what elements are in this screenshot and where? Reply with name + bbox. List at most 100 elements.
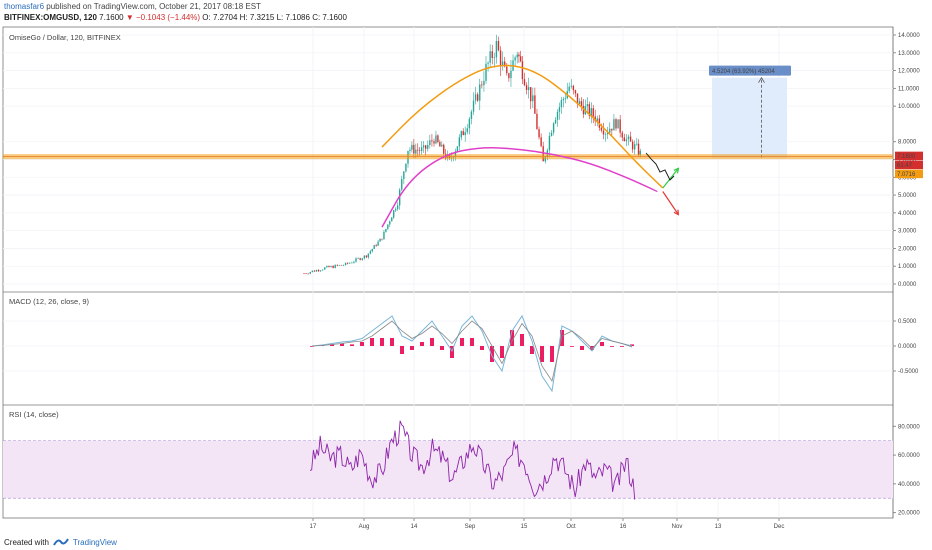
candle-body bbox=[383, 231, 385, 240]
candle-body bbox=[387, 224, 389, 229]
candle-body bbox=[311, 270, 314, 273]
price-tick-label: 3.0000 bbox=[898, 229, 917, 235]
candle-body bbox=[527, 87, 530, 90]
candle-body bbox=[391, 217, 393, 222]
bullish-arrow-line bbox=[662, 168, 679, 189]
price-tick-label: 8.0000 bbox=[898, 140, 917, 146]
candle-body bbox=[592, 108, 594, 117]
macd-pane-title: MACD (12, 26, close, 9) bbox=[8, 297, 91, 306]
candle-body bbox=[464, 132, 466, 136]
candle-body bbox=[361, 258, 363, 260]
candle-body bbox=[481, 84, 483, 86]
candle-body bbox=[506, 66, 508, 74]
candle-body bbox=[458, 137, 461, 147]
price-axis-label: 7.0716 bbox=[897, 172, 916, 178]
candle-body bbox=[377, 241, 379, 246]
tradingview-brand[interactable]: TradingView bbox=[72, 537, 117, 547]
price-tick-label: 2.0000 bbox=[898, 246, 917, 252]
rsi-tick-label: 20.0000 bbox=[898, 511, 920, 517]
candle-body bbox=[338, 264, 341, 266]
candle-body bbox=[373, 245, 375, 249]
candle-body bbox=[580, 101, 583, 106]
candle-body bbox=[431, 140, 433, 142]
candle-body bbox=[485, 63, 487, 81]
candle-body bbox=[637, 143, 640, 155]
rsi-line bbox=[309, 420, 636, 500]
candle-body bbox=[491, 51, 493, 58]
candle-body bbox=[483, 80, 485, 86]
candle-body bbox=[313, 270, 316, 272]
candle-body bbox=[501, 61, 504, 66]
candle-body bbox=[639, 150, 641, 155]
time-tick-label: Nov bbox=[672, 524, 683, 530]
rsi-pane-title: RSI (14, close) bbox=[8, 410, 60, 419]
macd-histogram-bar bbox=[420, 342, 424, 346]
macd-histogram-bar bbox=[620, 346, 624, 347]
candle-body bbox=[550, 132, 553, 136]
candle-body bbox=[443, 144, 445, 154]
candle-body bbox=[576, 93, 579, 104]
candle-body bbox=[330, 265, 332, 268]
macd-histogram-bar bbox=[360, 342, 364, 346]
candle-body bbox=[615, 119, 617, 129]
candle-body bbox=[437, 135, 439, 142]
candle-body bbox=[413, 144, 415, 154]
macd-histogram-bar bbox=[560, 330, 564, 346]
macd-histogram-bar bbox=[460, 338, 464, 346]
candle-body bbox=[334, 264, 336, 269]
bearish-arrow-line bbox=[662, 191, 679, 215]
candle-body bbox=[315, 269, 318, 272]
candle-body bbox=[570, 85, 572, 87]
candle-body bbox=[365, 255, 368, 258]
price-tick-label: 5.0000 bbox=[898, 193, 917, 199]
candle-body bbox=[602, 130, 605, 135]
price-tick-label: 6.0000 bbox=[898, 175, 917, 181]
candle-body bbox=[353, 261, 355, 263]
time-tick-label: 13 bbox=[715, 524, 722, 530]
candle-body bbox=[460, 131, 462, 138]
candle-body bbox=[514, 57, 516, 61]
candle-body bbox=[504, 61, 506, 67]
candle-body bbox=[582, 105, 585, 115]
candle-body bbox=[538, 129, 540, 138]
low-price: L: 7.1086 bbox=[276, 13, 310, 22]
bullish-arrow-icon bbox=[673, 167, 680, 174]
projection-box bbox=[712, 77, 787, 158]
macd-tick-label: 0.0000 bbox=[898, 344, 917, 350]
candle-body bbox=[351, 262, 353, 264]
candle-body bbox=[627, 136, 630, 140]
candle-body bbox=[493, 57, 496, 58]
time-tick-label: 14 bbox=[411, 524, 418, 530]
candle-body bbox=[363, 255, 366, 259]
price-axis-label: 7.1600 bbox=[897, 154, 916, 160]
candle-body bbox=[389, 221, 391, 225]
price-axis-label: 61.47 bbox=[897, 163, 913, 169]
macd-histogram-bar bbox=[600, 342, 604, 346]
chart-attribution: thomasfar6 published on TradingView.com,… bbox=[4, 2, 261, 11]
candle-body bbox=[375, 245, 377, 246]
candle-body bbox=[586, 104, 589, 107]
price-tick-label: 0.0000 bbox=[898, 282, 917, 288]
candle-body bbox=[532, 95, 534, 102]
candle-body bbox=[521, 61, 524, 80]
created-with-text: Created with bbox=[4, 537, 49, 547]
time-tick-label: 15 bbox=[521, 524, 528, 530]
candle-body bbox=[588, 104, 591, 116]
candle-body bbox=[552, 123, 555, 133]
candle-body bbox=[606, 132, 609, 135]
macd-histogram-bar bbox=[630, 344, 634, 346]
candle-body bbox=[357, 258, 359, 259]
author-link[interactable]: thomasfar6 bbox=[4, 2, 45, 11]
macd-signal-line bbox=[311, 320, 633, 383]
macd-histogram-bar bbox=[440, 346, 444, 350]
candle-body bbox=[468, 118, 471, 129]
candle-body bbox=[466, 128, 468, 133]
price-tick-label: 14.0000 bbox=[898, 33, 920, 39]
candle-body bbox=[439, 141, 441, 147]
candle-body bbox=[497, 41, 500, 51]
zigzag-path bbox=[645, 152, 675, 181]
macd-histogram-bar bbox=[390, 338, 394, 346]
macd-histogram-bar bbox=[380, 338, 384, 346]
candle-body bbox=[307, 273, 309, 275]
